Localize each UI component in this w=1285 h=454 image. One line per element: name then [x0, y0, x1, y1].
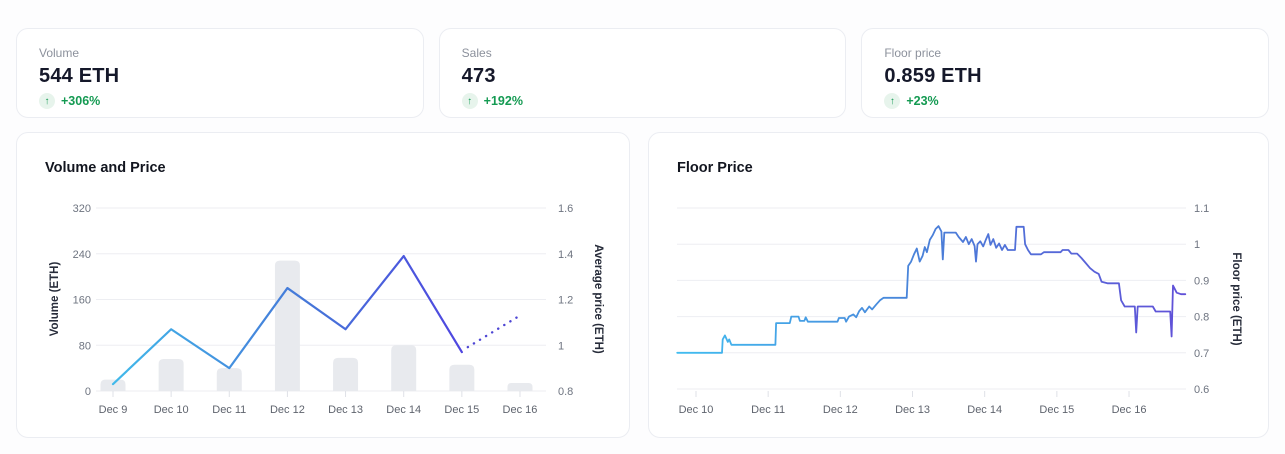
y-left-tick-label: 240	[73, 249, 91, 261]
stat-card-volume: Volume 544 ETH ↑ +306%	[16, 28, 424, 118]
y-axis-title: Floor price (ETH)	[1230, 252, 1242, 345]
volume-price-chart-card: Volume and Price 320 1.6 240 1.4 160 1.2 80 1 0 0…	[16, 132, 630, 438]
trend-badge: ↑ +23%	[884, 93, 1246, 109]
x-tick-label: Dec 14	[386, 404, 421, 416]
y-right-tick-label: 1	[558, 340, 564, 352]
y-right-tick-label: 0.8	[558, 386, 573, 398]
volume-bar	[274, 260, 300, 391]
stat-card-floor-price: Floor price 0.859 ETH ↑ +23%	[861, 28, 1270, 118]
x-tick-label: Dec 11	[751, 404, 785, 416]
stat-value: 0.859 ETH	[884, 65, 982, 87]
x-tick-label: Dec 15	[444, 404, 479, 416]
charts-row: Volume and Price 320 1.6 240 1.4 160 1.2 80 1 0 0…	[16, 132, 1269, 438]
y-left-tick-label: 80	[79, 340, 91, 352]
y-left-tick-label: 160	[73, 295, 91, 307]
y-tick-label: 0.7	[1194, 348, 1209, 360]
y-right-tick-label: 1.4	[558, 249, 573, 261]
trend-up-icon: ↑	[39, 93, 55, 109]
volume-bar	[216, 368, 242, 391]
y-tick-label: 1.1	[1194, 203, 1209, 215]
chart-title: Volume and Price	[45, 160, 166, 176]
x-tick-label: Dec 13	[328, 404, 363, 416]
x-tick-label: Dec 10	[154, 404, 189, 416]
floor-price-chart-card: Floor Price 1.1 1 0.9 0.8 0.7 0.6 Dec 10 Dec 11…	[648, 132, 1269, 438]
trend-badge: ↑ +306%	[39, 93, 401, 109]
volume-price-chart: 320 1.6 240 1.4 160 1.2 80 1 0 0.8 Dec 9 Dec 10 Dec …	[49, 203, 604, 416]
trend-value: +192%	[483, 94, 523, 108]
volume-bar	[158, 358, 184, 391]
stat-label: Sales	[461, 46, 492, 60]
chart-title: Floor Price	[677, 160, 753, 176]
floor-price-line	[676, 225, 1187, 354]
trend-value: +23%	[906, 94, 939, 108]
projected-price-line	[466, 314, 522, 349]
trend-badge: ↑ +192%	[461, 93, 824, 109]
trend-up-icon: ↑	[461, 93, 478, 109]
x-tick-label: Dec 12	[270, 404, 305, 416]
x-tick-label: Dec 16	[503, 404, 538, 416]
x-tick-label: Dec 12	[823, 404, 858, 416]
y-tick-label: 0.8	[1194, 312, 1209, 324]
volume-bar	[449, 364, 475, 391]
y-tick-label: 0.9	[1194, 275, 1209, 287]
volume-bar	[333, 357, 359, 391]
stat-label: Floor price	[884, 46, 942, 60]
y-left-axis-title: Volume (ETH)	[49, 262, 61, 337]
x-tick-label: Dec 10	[679, 404, 714, 416]
y-left-tick-label: 320	[73, 203, 91, 215]
y-left-tick-label: 0	[85, 386, 91, 398]
x-tick-label: Dec 11	[212, 404, 246, 416]
y-tick-label: 1	[1194, 239, 1200, 251]
x-tick-label: Dec 16	[1112, 404, 1147, 416]
y-right-axis-title: Average price (ETH)	[592, 244, 604, 354]
volume-bar	[391, 345, 417, 391]
x-tick-label: Dec 14	[967, 404, 1002, 416]
stat-card-sales: Sales 473 ↑ +192%	[438, 28, 847, 118]
floor-price-chart: 1.1 1 0.9 0.8 0.7 0.6 Dec 10 Dec 11 Dec 12 Dec 13…	[676, 203, 1242, 416]
stat-value: 544 ETH	[39, 65, 120, 87]
x-tick-label: Dec 15	[1039, 404, 1074, 416]
y-tick-label: 0.6	[1194, 384, 1209, 396]
stats-row: Volume 544 ETH ↑ +306% Sales 473 ↑ +192%…	[16, 28, 1270, 118]
y-right-tick-label: 1.6	[558, 203, 573, 215]
stat-value: 473	[461, 65, 496, 87]
trend-up-icon: ↑	[884, 93, 901, 109]
trend-value: +306%	[61, 94, 101, 108]
volume-bar	[507, 382, 533, 391]
x-tick-label: Dec 9	[99, 404, 128, 416]
volume-bar	[100, 379, 126, 391]
average-price-line	[111, 254, 463, 386]
stat-label: Volume	[39, 46, 80, 60]
x-tick-label: Dec 13	[895, 404, 930, 416]
y-right-tick-label: 1.2	[558, 295, 573, 307]
